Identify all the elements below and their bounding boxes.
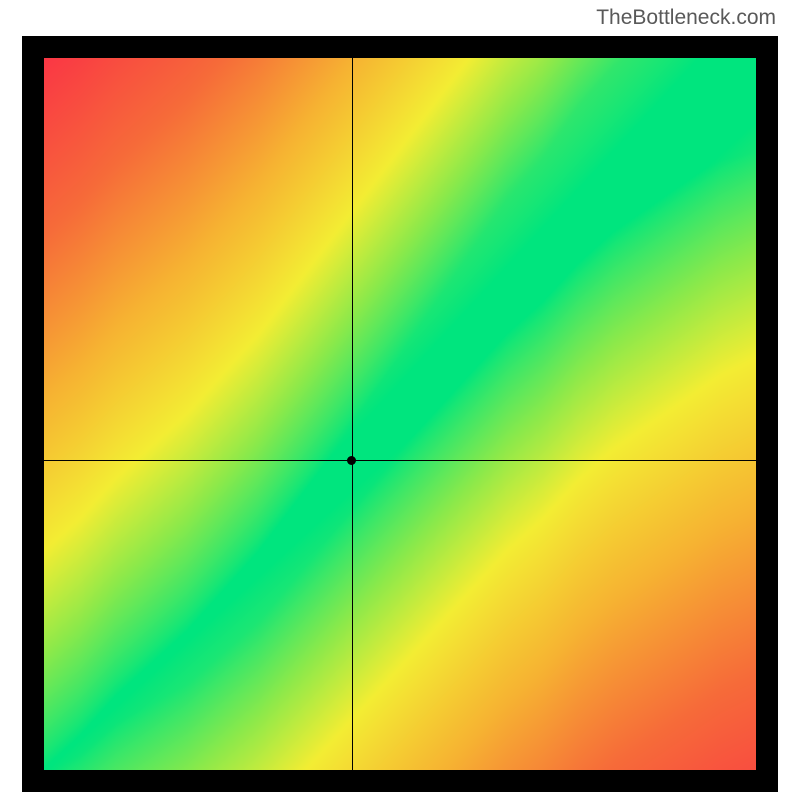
heatmap-canvas (44, 58, 756, 770)
bottleneck-heatmap (22, 36, 778, 792)
watermark-text: TheBottleneck.com (596, 6, 776, 30)
plot-area (44, 58, 756, 770)
crosshair-vertical (352, 58, 353, 770)
selection-marker (347, 456, 356, 465)
crosshair-horizontal (44, 460, 756, 461)
